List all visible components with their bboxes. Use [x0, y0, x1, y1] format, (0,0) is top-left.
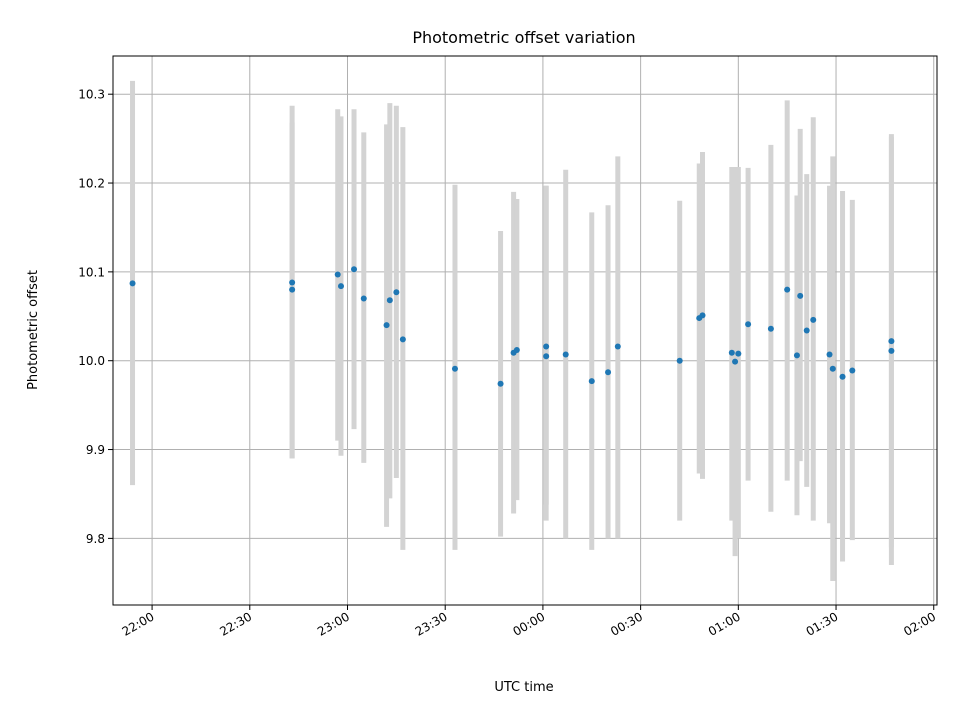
data-point: [588, 378, 595, 385]
plot-frame: [112, 55, 938, 606]
data-point: [735, 350, 742, 357]
y-tick-label: 10.1: [78, 265, 105, 279]
data-point: [728, 349, 735, 356]
data-point: [839, 373, 846, 380]
x-tick-label: 22:00: [120, 609, 157, 638]
data-point: [334, 271, 341, 278]
y-tick-label: 9.9: [86, 443, 105, 457]
data-point: [888, 338, 895, 345]
data-point: [360, 295, 367, 302]
data-point: [513, 347, 520, 354]
data-point: [562, 351, 569, 358]
y-tick-label: 10.2: [78, 177, 105, 191]
x-tick-label: 22:30: [217, 609, 254, 638]
data-point: [614, 343, 621, 350]
chart-title: Photometric offset variation: [412, 28, 635, 47]
y-axis-label: Photometric offset: [26, 270, 41, 390]
data-point: [337, 283, 344, 290]
x-axis-label: UTC time: [494, 680, 553, 695]
data-point: [810, 316, 817, 323]
data-point: [793, 352, 800, 359]
data-point: [826, 351, 833, 358]
x-tick-label: 01:30: [804, 609, 841, 638]
data-point: [129, 280, 136, 287]
data-point: [497, 380, 504, 387]
data-point: [699, 312, 706, 319]
data-point: [803, 327, 810, 334]
data-point: [784, 286, 791, 293]
data-point: [289, 279, 296, 286]
x-tick-label: 01:00: [706, 609, 743, 638]
data-point: [849, 367, 856, 374]
data-point: [543, 343, 550, 350]
data-points: [129, 266, 895, 387]
data-point: [745, 321, 752, 328]
data-point: [543, 353, 550, 360]
x-tick-label: 23:30: [413, 609, 450, 638]
y-tick-label: 9.8: [86, 532, 105, 546]
data-point: [829, 365, 836, 372]
data-point: [399, 336, 406, 343]
data-point: [289, 286, 296, 293]
axis-ticks: 22:00 22:30 23:00 23:30 00:00 00:30 01:00 01:30…: [78, 88, 938, 639]
data-point: [605, 369, 612, 376]
data-point: [676, 357, 683, 364]
data-point: [797, 292, 804, 299]
data-point: [888, 347, 895, 354]
x-tick-label: 00:30: [608, 609, 645, 638]
x-tick-label: 02:00: [901, 609, 938, 638]
data-point: [393, 289, 400, 296]
data-point: [767, 325, 774, 332]
y-tick-label: 10.3: [78, 88, 105, 102]
data-point: [383, 322, 390, 329]
data-point: [351, 266, 358, 273]
x-tick-label: 00:00: [510, 609, 547, 638]
data-point: [386, 297, 393, 304]
error-bars: [130, 80, 894, 582]
data-point: [451, 365, 458, 372]
y-tick-label: 10.0: [78, 354, 105, 368]
data-point: [732, 358, 739, 365]
x-tick-label: 23:00: [315, 609, 352, 638]
